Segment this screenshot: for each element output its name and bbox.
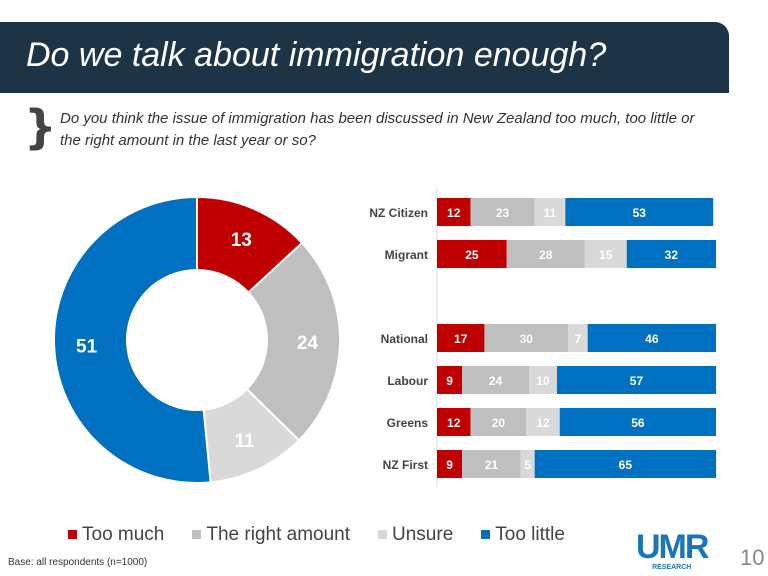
- question-text: Do you think the issue of immigration ha…: [60, 110, 695, 149]
- donut-slice: [245, 241, 341, 442]
- legend-swatch: [192, 530, 202, 540]
- legend-swatch: [378, 530, 388, 540]
- bar-segment: [534, 198, 566, 226]
- bar-segment: [529, 366, 557, 394]
- bar-value-label: 7: [575, 332, 582, 346]
- bar-value-label: 57: [630, 374, 644, 388]
- legend-swatch: [481, 530, 491, 540]
- base-note: Base: all respondents (n=1000): [8, 557, 148, 568]
- bar-value-label: 12: [536, 416, 550, 430]
- bar-segment: [462, 450, 521, 478]
- bar-value-label: 12: [447, 206, 461, 220]
- bar-value-label: 15: [599, 248, 613, 262]
- bar-value-label: 9: [446, 458, 453, 472]
- legend-item: Too much: [68, 524, 164, 546]
- bar-segment: [484, 324, 569, 352]
- bar-segment: [556, 366, 716, 394]
- bar-segment: [587, 324, 716, 352]
- page-title: Do we talk about immigration enough?: [26, 36, 607, 74]
- title-bar: [0, 22, 729, 93]
- legend-label: The right amount: [206, 524, 351, 545]
- bar-value-label: 65: [619, 458, 633, 472]
- bar-category-label: National: [381, 332, 428, 346]
- legend-item: Unsure: [378, 524, 453, 546]
- bar-value-label: 23: [496, 206, 510, 220]
- bar-value-label: 12: [447, 416, 461, 430]
- bar-value-label: 32: [665, 248, 679, 262]
- bar-value-label: 20: [492, 416, 506, 430]
- umr-logo: UMR RESEARCH: [636, 528, 709, 571]
- bar-value-label: 21: [485, 458, 499, 472]
- bar-value-label: 56: [631, 416, 645, 430]
- logo-main: UMR: [636, 528, 709, 566]
- bar-segment: [437, 198, 471, 226]
- legend-label: Too little: [495, 524, 565, 545]
- bar-segment: [520, 450, 535, 478]
- bar-value-label: 9: [446, 374, 453, 388]
- legend: Too much The right amount Unsure Too little: [68, 524, 565, 546]
- bar-category-label: Labour: [387, 374, 428, 388]
- donut-label: 24: [297, 333, 319, 354]
- bar-value-label: 46: [645, 332, 659, 346]
- bar-segment: [559, 408, 716, 436]
- bar-segment: [462, 366, 530, 394]
- bar-segment: [568, 324, 588, 352]
- bar-value-label: 10: [536, 374, 550, 388]
- bar-segment: [565, 198, 714, 226]
- bar-segment: [534, 450, 716, 478]
- bar-segment: [526, 408, 560, 436]
- bar-segment: [437, 240, 507, 268]
- bar-segment: [470, 408, 527, 436]
- bar-category-label: NZ Citizen: [369, 206, 428, 220]
- bar-value-label: 53: [633, 206, 647, 220]
- logo-sub: RESEARCH: [652, 564, 692, 571]
- bar-segment: [437, 408, 471, 436]
- donut-label: 13: [231, 230, 252, 251]
- bar-value-label: 28: [539, 248, 553, 262]
- bar-value-label: 30: [520, 332, 534, 346]
- bar-segment: [437, 324, 485, 352]
- bar-value-label: 25: [465, 248, 479, 262]
- legend-swatch: [68, 530, 77, 540]
- legend-item: Too little: [481, 524, 565, 546]
- donut-label: 11: [234, 431, 255, 452]
- bar-segment: [437, 450, 463, 478]
- bar-category-label: Greens: [387, 416, 429, 430]
- bar-value-label: 11: [544, 206, 557, 220]
- legend-label: Too much: [82, 524, 165, 545]
- bar-segment: [506, 240, 585, 268]
- page-number: 10: [740, 545, 765, 570]
- legend-label: Unsure: [392, 524, 454, 545]
- bar-segment: [437, 366, 463, 394]
- brace-icon: }: [24, 100, 57, 154]
- donut-slice: [53, 195, 212, 484]
- bar-value-label: 24: [489, 374, 503, 388]
- legend-item: The right amount: [192, 524, 350, 546]
- bar-segment: [470, 198, 535, 226]
- bar-segment: [584, 240, 627, 268]
- bar-category-label: Migrant: [385, 248, 428, 262]
- donut-label: 51: [76, 336, 98, 357]
- bar-value-label: 17: [454, 332, 468, 346]
- bar-segment: [626, 240, 716, 268]
- bar-value-label: 5: [524, 458, 531, 472]
- bar-category-label: NZ First: [383, 458, 428, 472]
